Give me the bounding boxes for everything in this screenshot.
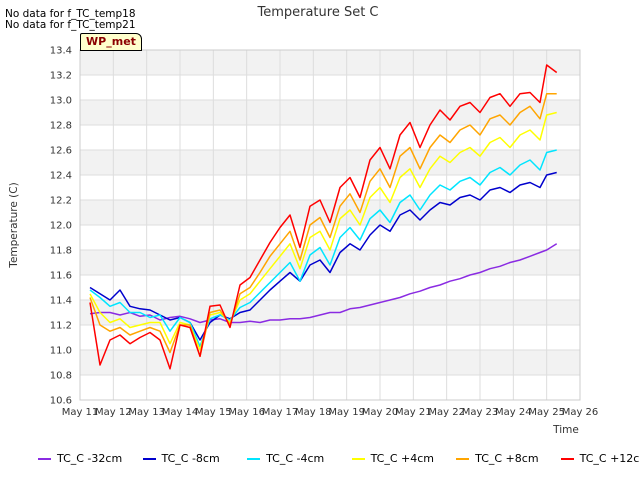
y-tick-label: 11.6 xyxy=(50,271,72,282)
x-tick-label: May 13 xyxy=(128,407,165,418)
legend-item: TC_C -32cm xyxy=(38,452,122,465)
y-tick-label: 12.6 xyxy=(50,146,72,157)
x-tick-label: May 17 xyxy=(262,407,299,418)
y-tick-label: 12.0 xyxy=(50,221,72,232)
y-tick-label: 12.8 xyxy=(50,121,72,132)
x-tick-label: May 18 xyxy=(295,407,332,418)
legend-label: TC_C -32cm xyxy=(57,452,123,465)
y-tick-label: 11.2 xyxy=(50,321,72,332)
x-tick-label: May 11 xyxy=(62,407,99,418)
site-label-badge: WP_met xyxy=(80,33,142,51)
y-axis: 10.6 10.8 11.0 11.2 11.4 11.6 11.8 12.0 12.2 12.4… xyxy=(50,46,72,407)
y-tick-label: 12.2 xyxy=(50,196,72,207)
series-line xyxy=(89,64,558,370)
legend-label: TC_C -8cm xyxy=(161,452,220,465)
series-line xyxy=(89,171,557,341)
x-tick-label: May 26 xyxy=(562,407,599,418)
plot-bands xyxy=(80,50,580,375)
no-data-note-1: No data for f_TC_temp18 xyxy=(5,8,136,20)
x-axis-label: Time xyxy=(552,424,579,436)
series-line xyxy=(89,111,557,351)
y-tick-label: 10.8 xyxy=(50,371,72,382)
x-tick-label: May 16 xyxy=(228,407,265,418)
plot-band xyxy=(80,100,580,125)
y-tick-label: 10.6 xyxy=(50,396,72,407)
y-axis-label: Temperature (C) xyxy=(8,182,20,268)
y-tick-label: 11.4 xyxy=(50,296,72,307)
legend-swatch xyxy=(38,458,51,460)
plot-band xyxy=(80,150,580,175)
x-tick-label: May 24 xyxy=(495,407,532,418)
no-data-note-2: No data for f_TC_temp21 xyxy=(5,19,136,31)
plot-frame xyxy=(79,49,581,401)
series-line xyxy=(89,243,558,324)
legend-item: TC_C -4cm xyxy=(247,452,324,465)
legend-label: TC_C -4cm xyxy=(266,452,325,465)
plot-band xyxy=(80,50,580,75)
x-tick-label: May 20 xyxy=(362,407,399,418)
x-tick-label: May 21 xyxy=(395,407,432,418)
x-tick-label: May 15 xyxy=(195,407,232,418)
legend-label: TC_C +12cm xyxy=(579,452,640,465)
x-tick-label: May 23 xyxy=(462,407,499,418)
y-tick-label: 11.8 xyxy=(50,246,72,257)
legend-item: TC_C +12cm xyxy=(560,452,640,465)
y-tick-label: 12.4 xyxy=(50,171,72,182)
x-tick-label: May 25 xyxy=(528,407,565,418)
legend-swatch xyxy=(456,458,470,460)
legend-label: TC_C +4cm xyxy=(370,452,435,465)
series-line xyxy=(89,149,557,348)
plot-band xyxy=(80,350,580,375)
series-lines xyxy=(89,64,558,370)
legend-item: TC_C +8cm xyxy=(456,452,539,465)
x-tick-label: May 12 xyxy=(95,407,132,418)
x-tick-label: May 14 xyxy=(162,407,199,418)
legend-swatch xyxy=(247,458,261,460)
legend-label: TC_C +8cm xyxy=(475,452,539,465)
x-tick-label: May 22 xyxy=(428,407,465,418)
y-tick-label: 11.0 xyxy=(50,346,72,357)
legend-swatch xyxy=(351,458,365,460)
legend: TC_C -32cm TC_C -8cm TC_C -4cm TC_C +4cm TC_… xyxy=(0,452,640,470)
legend-item: TC_C -8cm xyxy=(142,452,220,465)
y-tick-label: 13.0 xyxy=(50,96,72,107)
legend-swatch xyxy=(142,458,156,460)
y-tick-label: 13.2 xyxy=(50,71,72,82)
chart-title: Temperature Set C xyxy=(256,5,378,20)
legend-item: TC_C +4cm xyxy=(351,452,435,465)
legend-swatch xyxy=(560,458,574,460)
y-tick-label: 13.4 xyxy=(50,46,72,57)
x-tick-label: May 19 xyxy=(328,407,365,418)
series-line xyxy=(89,92,557,358)
